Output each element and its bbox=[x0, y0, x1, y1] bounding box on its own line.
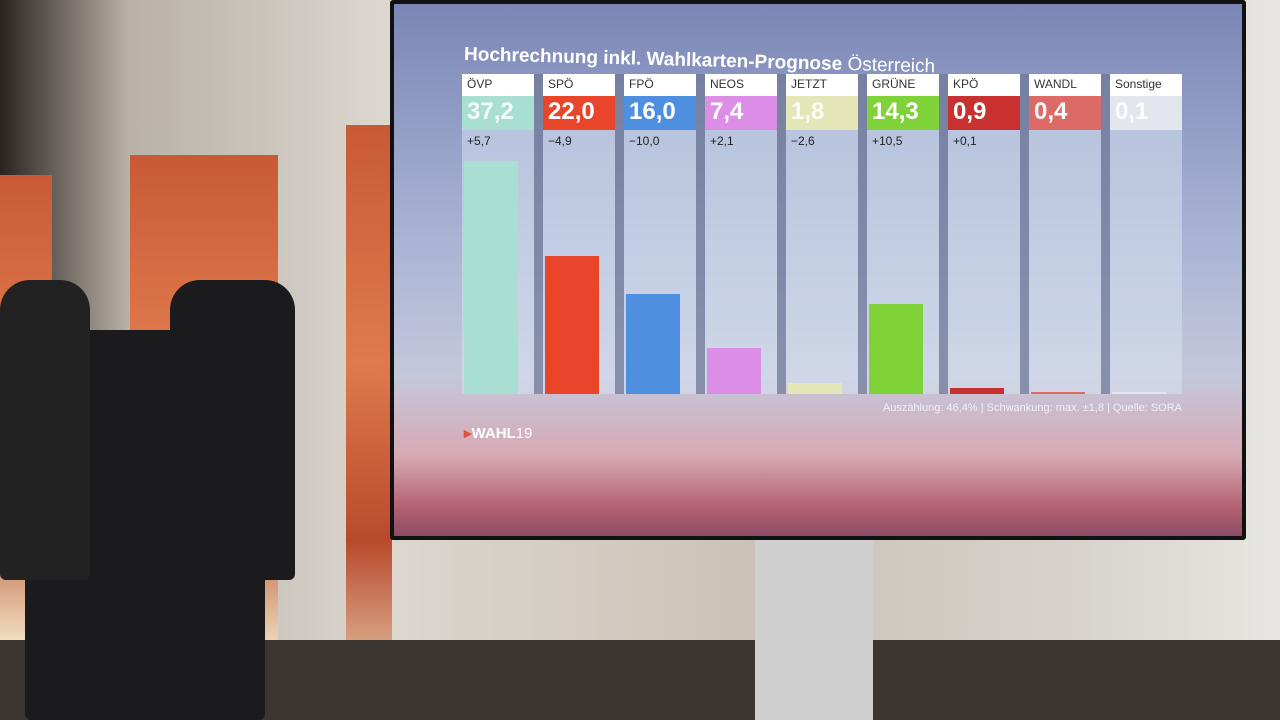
change-label: +10,5 bbox=[872, 134, 903, 148]
party-name: GRÜNE bbox=[867, 74, 939, 96]
party-column: WANDL 0,4 bbox=[1029, 74, 1101, 394]
camera bbox=[0, 280, 90, 580]
change-label: −2,6 bbox=[791, 134, 815, 148]
party-column: SPÖ 22,0 −4,9 bbox=[543, 74, 615, 394]
value-label: 0,9 bbox=[948, 96, 1020, 130]
party-column: Sonstige 0,1 bbox=[1110, 74, 1182, 394]
chart-footer: Auszählung: 46,4% | Schwankung: max. ±1,… bbox=[882, 402, 1182, 414]
change-label: +2,1 bbox=[710, 134, 734, 148]
change-label: −4,9 bbox=[548, 134, 572, 148]
party-column: ÖVP 37,2 +5,7 bbox=[462, 74, 534, 394]
column-separator bbox=[534, 74, 543, 394]
bar-fpö bbox=[626, 293, 680, 394]
party-column: NEOS 7,4 +2,1 bbox=[705, 74, 777, 394]
value-label: 7,4 bbox=[705, 96, 777, 130]
bar-neos bbox=[707, 347, 761, 394]
bar-kpö bbox=[950, 388, 1004, 394]
column-separator bbox=[615, 74, 624, 394]
party-column: KPÖ 0,9 +0,1 bbox=[948, 74, 1020, 394]
party-name: JETZT bbox=[786, 74, 858, 96]
party-name: KPÖ bbox=[948, 74, 1020, 96]
party-name: WANDL bbox=[1029, 74, 1101, 96]
bar-jetzt bbox=[788, 382, 842, 394]
party-column: FPÖ 16,0 −10,0 bbox=[624, 74, 696, 394]
change-label: +5,7 bbox=[467, 134, 491, 148]
value-label: 1,8 bbox=[786, 96, 858, 130]
change-label: −10,0 bbox=[629, 134, 660, 148]
column-separator bbox=[696, 74, 705, 394]
party-name: NEOS bbox=[705, 74, 777, 96]
column-separator bbox=[858, 74, 867, 394]
screen-stand bbox=[755, 530, 873, 720]
party-column: GRÜNE 14,3 +10,5 bbox=[867, 74, 939, 394]
value-label: 37,2 bbox=[462, 96, 534, 130]
bar-grüne bbox=[869, 304, 923, 394]
party-column: JETZT 1,8 −2,6 bbox=[786, 74, 858, 394]
bar-wandl bbox=[1031, 391, 1085, 394]
party-name: Sonstige bbox=[1110, 74, 1182, 96]
value-label: 0,4 bbox=[1029, 96, 1101, 130]
bar-övp bbox=[464, 160, 518, 394]
party-name: FPÖ bbox=[624, 74, 696, 96]
value-label: 16,0 bbox=[624, 96, 696, 130]
column-separator bbox=[939, 74, 948, 394]
column-separator bbox=[1020, 74, 1029, 394]
column-separator bbox=[1101, 74, 1110, 394]
bar-spö bbox=[545, 256, 599, 394]
bar-chart: ÖVP 37,2 +5,7 SPÖ 22,0 −4,9 FPÖ 16,0 −10,0 NEOS 7,… bbox=[462, 74, 1194, 394]
wahl19-logo: ▸WAHL19 bbox=[464, 425, 533, 442]
tv-screen: Hochrechnung inkl. Wahlkarten-Prognose Ö… bbox=[390, 0, 1246, 540]
bar-sonstige bbox=[1112, 392, 1166, 394]
value-label: 14,3 bbox=[867, 96, 939, 130]
value-label: 22,0 bbox=[543, 96, 615, 130]
party-name: ÖVP bbox=[462, 74, 534, 96]
column-separator bbox=[777, 74, 786, 394]
party-name: SPÖ bbox=[543, 74, 615, 96]
value-label: 0,1 bbox=[1110, 96, 1182, 130]
change-label: +0,1 bbox=[953, 134, 977, 148]
wall-panel bbox=[346, 125, 392, 720]
